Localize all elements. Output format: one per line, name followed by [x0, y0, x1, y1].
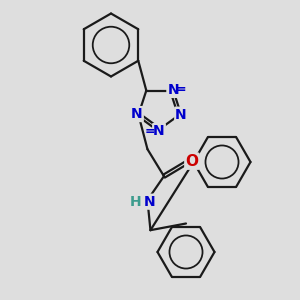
Text: N: N [131, 107, 143, 121]
Text: =: = [145, 124, 155, 138]
Text: N: N [153, 124, 165, 138]
Text: O: O [185, 154, 198, 169]
Text: N: N [167, 83, 179, 97]
Text: N: N [175, 108, 187, 122]
Text: N: N [144, 195, 156, 209]
Text: =: = [176, 82, 187, 95]
Text: H: H [130, 195, 142, 209]
